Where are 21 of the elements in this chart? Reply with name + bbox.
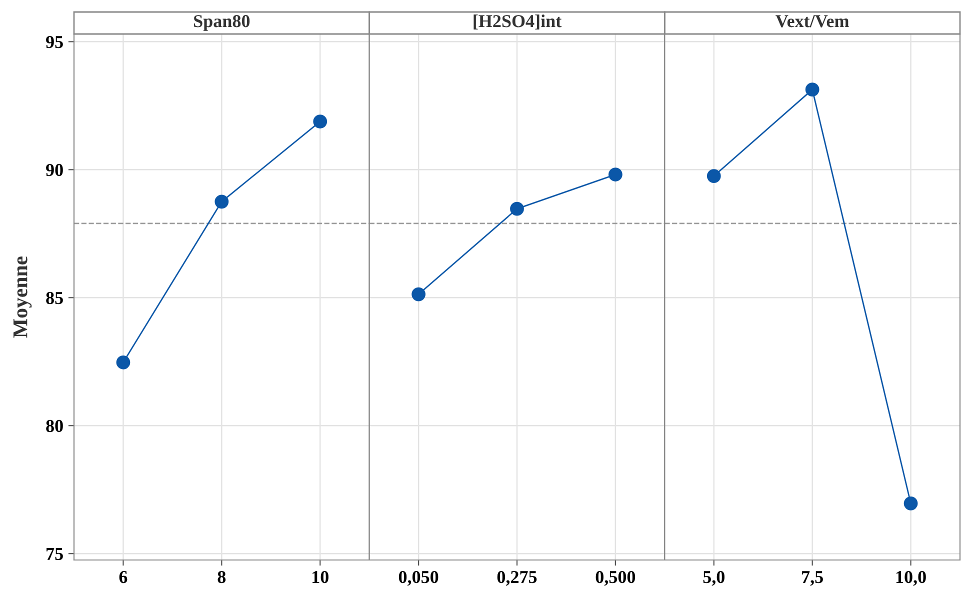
chart-title: Vext/Vem [776,15,849,28]
x-tick-label: 8 [218,570,226,584]
chart-title: [H2SO4]int [474,14,562,30]
x-tick-label: 10 [312,570,328,584]
x-tick-label: 0,275 [497,570,537,586]
y-tick-label: 75 [46,548,63,560]
x-tick-label: 5,0 [703,570,724,586]
y-tick-label: 90 [46,164,63,176]
y-axis-title: Moyenne [14,256,32,338]
x-tick-label: 6 [119,570,128,584]
y-tick-label: 80 [46,420,63,432]
point [116,355,130,370]
x-tick-label: 0,050 [398,570,438,586]
x-tick-label: 10,0 [896,570,926,586]
point [313,114,328,128]
point [214,194,229,209]
x-tick-label: 0,500 [596,570,636,586]
chart-title: Span80 [194,15,250,31]
y-tick-label: 85 [46,292,63,304]
y-tick-label: 95 [46,36,63,48]
x-tick-label: 7,5 [802,571,823,586]
